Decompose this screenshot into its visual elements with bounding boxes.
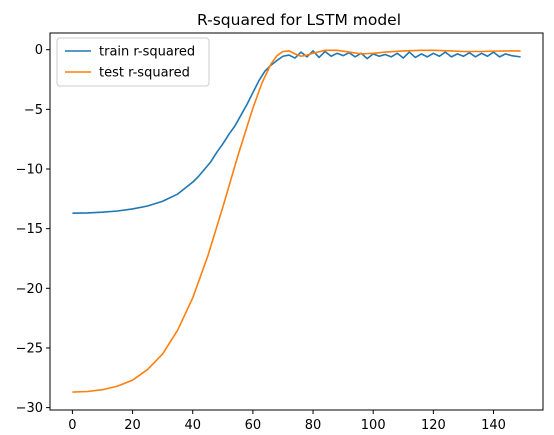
legend-label: train r-squared [99,45,195,60]
legend-label: test r-squared [99,66,190,81]
x-tick-label: 80 [305,418,322,433]
series-line-1 [72,49,521,393]
legend: train r-squared test r-squared [56,37,210,87]
x-axis: 0 20 40 60 80 100 120 140 [68,410,506,433]
x-tick-label: 40 [184,418,201,433]
x-tick-label: 140 [481,418,506,433]
chart-title: R-squared for LSTM model [197,11,401,29]
series-layer [72,49,521,393]
y-axis: −30 −25 −20 −15 −10 −5 0 [16,43,50,416]
y-tick-label: −15 [16,222,43,237]
y-tick-label: −5 [24,103,43,118]
y-tick-label: −10 [16,163,43,178]
legend-box [56,37,210,87]
x-tick-label: 60 [245,418,262,433]
x-tick-label: 0 [68,418,76,433]
y-tick-label: −20 [16,282,43,297]
x-tick-label: 100 [361,418,386,433]
x-tick-label: 120 [421,418,446,433]
y-tick-label: 0 [35,43,43,58]
series-line-0 [72,50,521,214]
x-tick-label: 20 [124,418,141,433]
y-tick-label: −25 [16,341,43,356]
y-tick-label: −30 [16,401,43,416]
plot-frame [49,32,544,411]
